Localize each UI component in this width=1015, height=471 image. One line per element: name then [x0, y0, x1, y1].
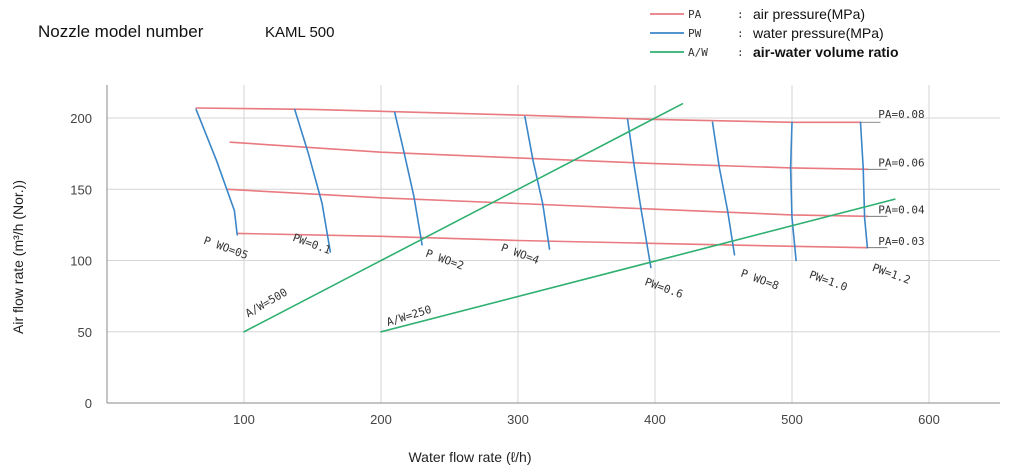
x-tick-label: 100: [233, 412, 255, 427]
series-line-pw-1.0: [789, 121, 797, 262]
chart-model-number: KAML 500: [265, 24, 335, 41]
curve-label: PW=0.6: [643, 275, 685, 301]
series-layer: [195, 103, 896, 333]
x-axis-label: Water flow rate (ℓ/h): [408, 449, 531, 465]
x-tick-label: 200: [370, 412, 392, 427]
series-line-a-w-250: [380, 198, 896, 333]
series-line-pa-0.08: [195, 107, 862, 124]
series-line-pw-1.2: [859, 121, 869, 249]
y-tick-label: 50: [78, 325, 92, 340]
legend-code: PA: [688, 8, 702, 21]
curve-label: PA=0.06: [878, 156, 924, 169]
y-axis-label: Air flow rate (m³/h (Nor.)): [10, 180, 26, 334]
chart-title: Nozzle model number: [38, 22, 204, 41]
legend-label: water pressure(MPa): [752, 25, 884, 41]
x-tick-label: 400: [644, 412, 666, 427]
legend-code: A/W: [688, 46, 708, 59]
series-line-pa-0.03: [236, 232, 869, 249]
curve-label: A/W=500: [243, 286, 290, 320]
series-line-pw-0.05: [195, 108, 238, 236]
curve-labels: PA=0.08 PA=0.06 PA=0.04 PA=0.03 P WO=05 PW=0.…: [202, 108, 925, 329]
curve-label: P WO=05: [202, 234, 250, 262]
legend-separator: :: [737, 8, 744, 21]
legend-label: air pressure(MPa): [753, 6, 865, 22]
curve-label: P WO=4: [499, 241, 541, 267]
legend-item-a-w: A/W: air-water volume ratio: [650, 44, 899, 60]
series-line-pa-0.06: [229, 141, 869, 171]
legend-item-pw: PW: water pressure(MPa): [650, 25, 884, 41]
legend-separator: :: [737, 46, 744, 59]
legend: PA: air pressure(MPa) PW: water pressure(MP…: [650, 6, 899, 60]
x-tick-label: 600: [918, 412, 940, 427]
y-tick-label: 100: [70, 254, 92, 269]
series-line-pw-0.8: [711, 121, 736, 256]
legend-label: air-water volume ratio: [753, 44, 899, 60]
axes: 100 200 300 400 500 600 0 50 100 150 200: [70, 85, 1000, 427]
series-line-pw-0.2: [393, 111, 423, 246]
x-tick-label: 500: [781, 412, 803, 427]
series-line-pw-0.6: [626, 118, 652, 269]
series-line-a-w-500: [243, 103, 684, 333]
y-tick-label: 200: [70, 111, 92, 126]
y-tick-label: 0: [85, 396, 92, 411]
series-line-pw-0.4: [524, 115, 551, 250]
series-line-pw-0.1: [293, 108, 332, 253]
curve-label: P WO=8: [739, 267, 781, 293]
y-tick-label: 150: [70, 182, 92, 197]
grid: [107, 85, 1000, 403]
curve-label: PW=1.0: [807, 268, 849, 294]
legend-code: PW: [688, 27, 702, 40]
legend-separator: :: [737, 27, 744, 40]
series-line-pa-0.04: [226, 188, 869, 218]
x-tick-label: 300: [507, 412, 529, 427]
curve-label: PA=0.04: [878, 203, 925, 216]
curve-label: PW=1.2: [870, 261, 912, 287]
legend-item-pa: PA: air pressure(MPa): [650, 6, 865, 22]
curve-label: P WO=2: [424, 247, 466, 273]
curve-label: PA=0.08: [878, 108, 924, 121]
curve-label: PA=0.03: [878, 235, 924, 248]
